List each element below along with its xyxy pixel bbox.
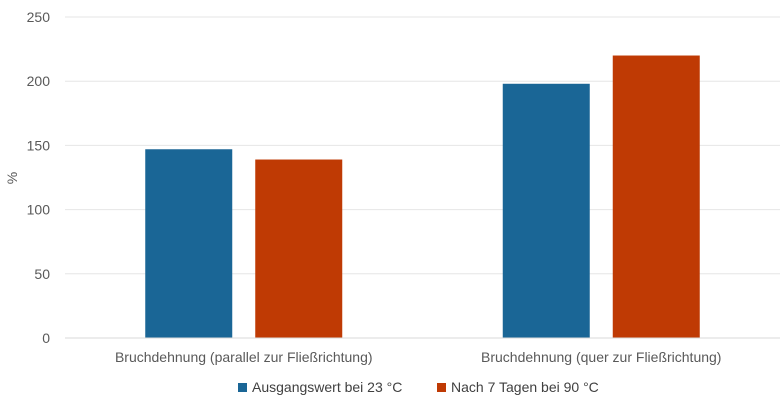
y-axis-ticks: 0 50 100 150 200 250 [27, 9, 51, 346]
legend-label: Ausgangswert bei 23 °C [252, 379, 402, 395]
x-axis-categories: Bruchdehnung (parallel zur Fließrichtung… [115, 349, 722, 365]
bar-ausgangswert-2 [502, 83, 590, 338]
legend-swatch [437, 383, 446, 392]
bar-ausgangswert-1 [145, 149, 233, 338]
legend-swatch [238, 383, 247, 392]
y-tick-label: 200 [27, 73, 51, 89]
bar-nach-7-tagen-2 [612, 55, 700, 339]
y-tick-label: 50 [34, 266, 50, 282]
legend-label: Nach 7 Tagen bei 90 °C [451, 379, 599, 395]
y-tick-label: 100 [27, 202, 51, 218]
x-category-label: Bruchdehnung (parallel zur Fließrichtung… [115, 349, 373, 365]
legend: Ausgangswert bei 23 °C Nach 7 Tagen bei 9… [238, 379, 599, 395]
y-tick-label: 250 [27, 9, 51, 25]
y-axis-label: % [4, 172, 20, 184]
bar-nach-7-tagen-1 [255, 159, 343, 338]
y-tick-label: 150 [27, 137, 51, 153]
bars [145, 55, 700, 339]
x-category-label: Bruchdehnung (quer zur Fließrichtung) [481, 349, 721, 365]
y-tick-label: 0 [42, 330, 50, 346]
